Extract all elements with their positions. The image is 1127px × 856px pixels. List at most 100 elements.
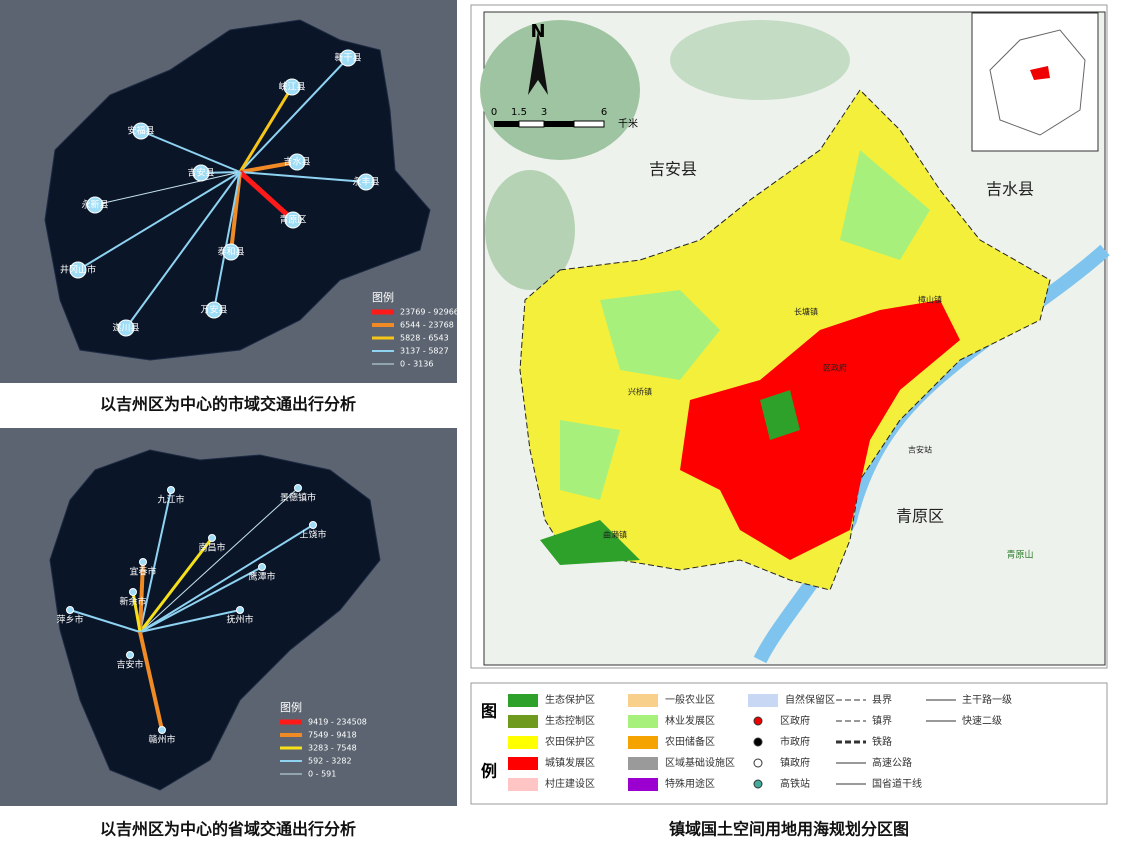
legend-label: 自然保留区 [785,693,835,706]
legend-label: 农田保护区 [545,735,595,748]
scale-label: 0 [491,107,497,118]
place-dot [66,606,74,614]
legend-label: 村庄建设区 [545,777,595,790]
map-label: 吉安县 [649,160,697,179]
legend-label: 林业发展区 [665,714,715,727]
place-label: 九江市 [157,494,184,506]
place-dot [205,301,223,319]
flow-line [138,561,145,633]
terrain [480,20,640,160]
caption: 以吉州区为中心的市域交通出行分析 [100,395,356,414]
map-label: 曲濑镇 [603,530,627,540]
place-label: 萍乡市 [56,614,83,626]
legend-label: 镇界 [872,714,892,727]
place-dot [126,651,134,659]
legend-label: 区域基础设施区 [665,756,735,769]
legend-label: 9419 - 234508 [308,718,367,727]
place-label: 青原区 [279,214,306,226]
flow-line [94,171,241,206]
flow-line [139,609,241,633]
legend-swatch [508,778,538,791]
place-dot [284,211,302,229]
place-label: 鹰潭市 [248,571,275,583]
legend-label: 主干路一级 [962,693,1012,706]
flow-line [138,537,214,633]
place-dot [192,164,210,182]
map-label: 青原山 [1006,549,1033,561]
flow-line [125,171,241,329]
scale-unit: 千米 [618,117,638,130]
legend-label: 铁路 [872,735,892,748]
map-label: 区政府 [823,363,847,373]
legend-label: 3283 - 7548 [308,744,357,753]
legend-label: 0 - 591 [308,770,336,779]
legend-swatch [628,694,658,707]
legend-swatch [628,736,658,749]
legend-title: 图例 [280,700,302,714]
place-label: 宜春市 [129,566,156,578]
place-dot [357,173,375,191]
flow-line [138,631,164,731]
place-label: 安福县 [127,125,154,137]
flow-line [139,566,263,633]
inset-highlight [1030,66,1050,80]
place-label: 景德镇市 [280,492,316,504]
flow-line [239,57,349,173]
place-label: 永丰县 [352,176,379,188]
legend-swatch [628,757,658,770]
scale-label: 1.5 [511,107,527,118]
caption: 镇域国土空间用地用海规划分区图 [669,820,909,839]
forest-zone [560,150,930,500]
place-dot [139,558,147,566]
legend-swatch [628,715,658,728]
terrain [670,20,850,100]
legend-label: 快速二级 [962,715,1002,727]
flow-line [139,524,314,633]
place-dot [132,122,150,140]
flow-line [238,86,294,173]
eco-zone [540,390,800,565]
map-label: 兴桥镇 [628,387,652,397]
legend-label: 0 - 3136 [400,360,433,369]
map-label: 吉水县 [986,180,1034,199]
flow-line [139,489,172,633]
legend-heading: 例 [481,762,497,781]
legend-label: 生态保护区 [545,693,595,706]
scale-label: 3 [541,107,547,118]
legend-label: 国省道干线 [872,777,922,790]
place-label: 南昌市 [198,542,225,554]
place-label: 吉安市 [116,659,143,671]
legend-label: 592 - 3282 [308,757,352,766]
legend-label: 高速公路 [872,756,912,769]
place-label: 新干县 [334,52,361,64]
scale-bar [494,120,605,128]
scale-label: 6 [601,107,607,118]
urban-zone [680,300,960,560]
north-arrow [528,30,548,95]
place-label: 万安县 [200,304,227,316]
legend-label: 城镇发展区 [545,756,595,769]
place-dot [288,153,306,171]
place-label: 新余市 [119,596,146,608]
legend-swatch [508,694,538,707]
legend-label: 镇政府 [780,756,810,769]
flow-line [77,171,241,271]
legend-swatch [628,778,658,791]
map-label: 樟山镇 [918,295,942,305]
place-dot [69,261,87,279]
place-dot [339,49,357,67]
legend-box [470,682,1108,805]
north-label: N [530,21,545,42]
inset-outline [989,29,1086,136]
place-label: 井冈山市 [60,264,96,276]
place-dot [86,196,104,214]
caption: 以吉州区为中心的省域交通出行分析 [100,820,356,839]
legend-label: 5828 - 6543 [400,334,449,343]
flow-line [239,171,367,183]
place-dot [167,486,175,494]
place-dot [236,606,244,614]
flow-line [213,171,241,311]
place-dot [222,243,240,261]
flow-line [239,160,298,174]
